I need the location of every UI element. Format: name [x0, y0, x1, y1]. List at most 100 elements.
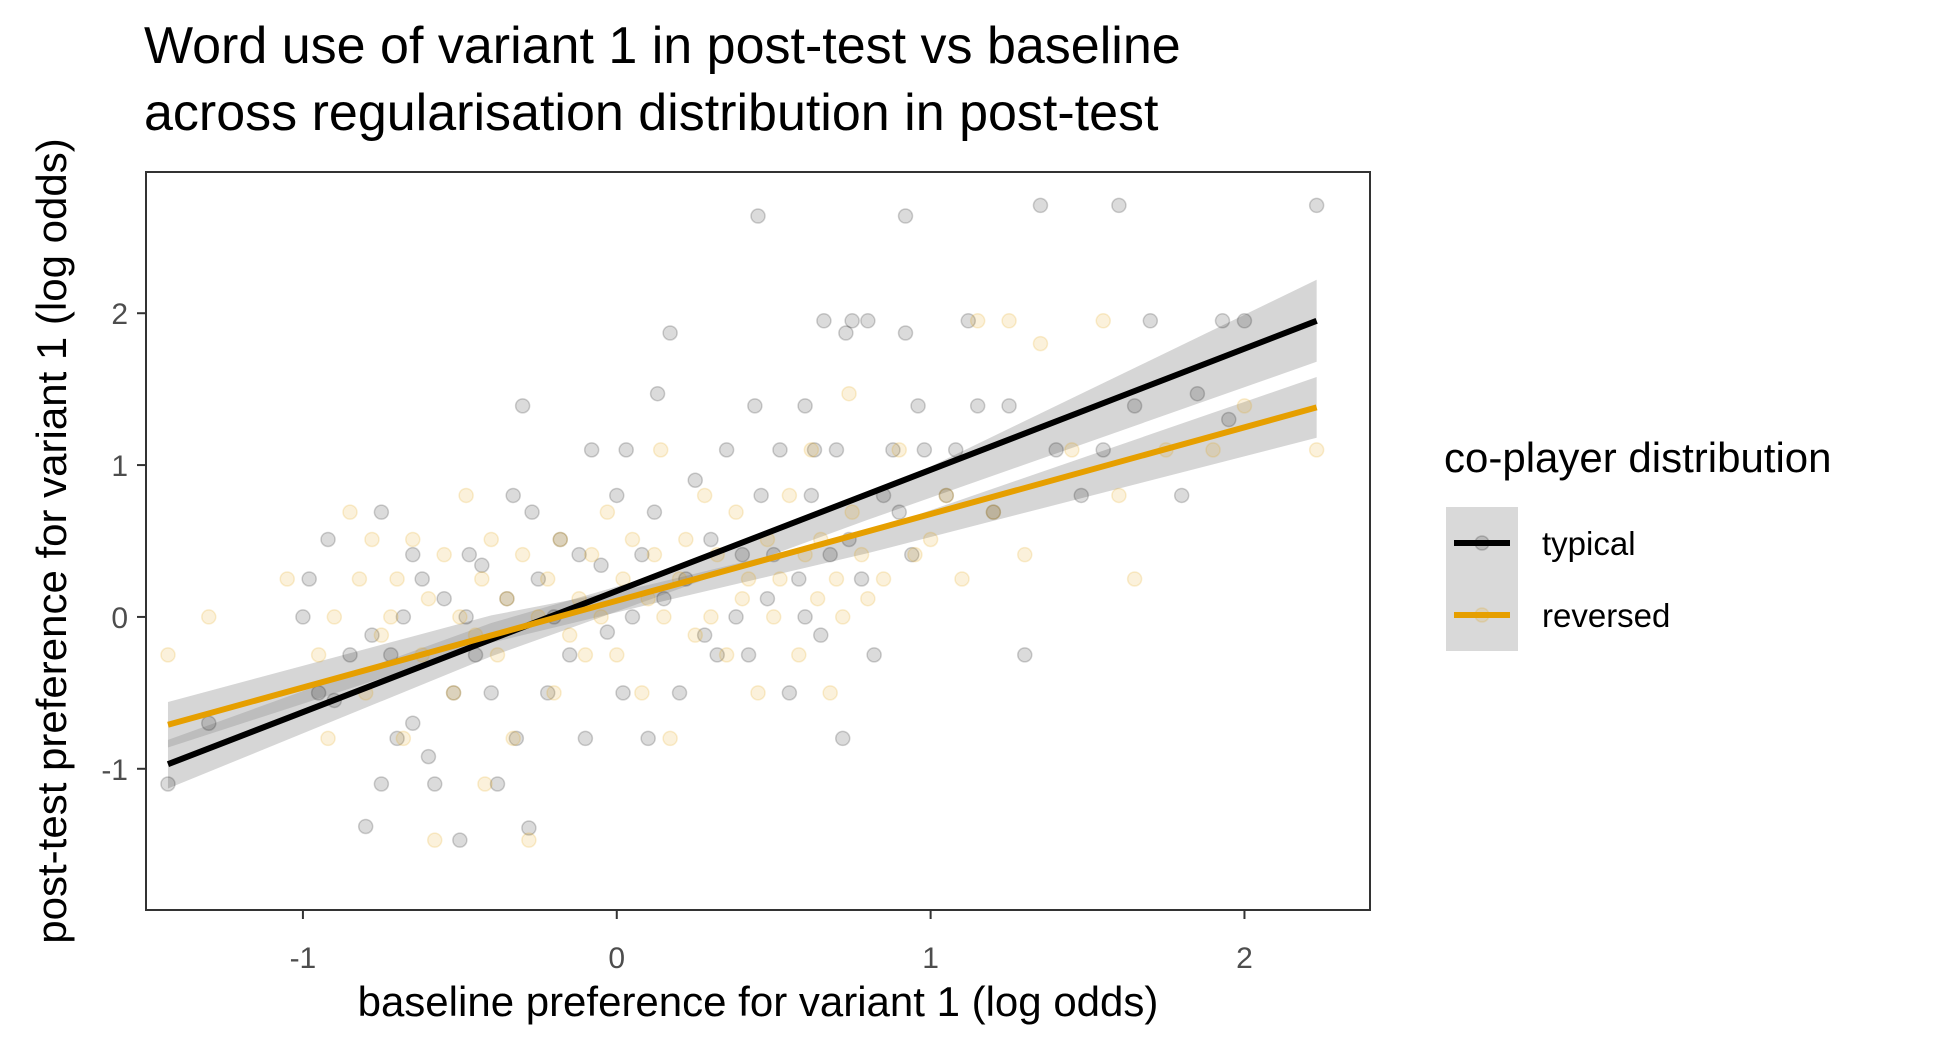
point-reversed-58	[734, 590, 751, 607]
point-typical-38	[552, 531, 569, 548]
point-reversed-60	[750, 685, 766, 701]
y-axis-title: post-test preference for variant 1 (log …	[28, 138, 75, 943]
point-typical-19	[426, 776, 443, 792]
point-typical-44	[599, 624, 616, 640]
point-reversed-48	[656, 609, 672, 625]
point-typical-107	[1111, 197, 1127, 214]
point-typical-8	[357, 818, 374, 835]
point-reversed-27	[499, 590, 515, 607]
x-tick-label-1: 0	[608, 942, 625, 975]
x-tick-label-2: 1	[922, 942, 939, 975]
point-typical-42	[583, 442, 600, 458]
point-typical-103	[1032, 197, 1049, 214]
point-reversed-5	[326, 609, 343, 625]
point-typical-20	[436, 590, 452, 607]
point-typical-3	[301, 571, 317, 587]
point-reversed-88	[1064, 442, 1080, 458]
y-tick-label-0: -1	[101, 754, 128, 787]
point-typical-22	[452, 832, 468, 848]
legend-label-typical: typical	[1542, 525, 1636, 562]
point-typical-100	[985, 504, 1002, 520]
point-reversed-35	[561, 627, 578, 643]
point-typical-53	[656, 590, 672, 607]
point-reversed-68	[809, 590, 826, 607]
y-tick-label-2: 1	[111, 450, 128, 483]
point-typical-23	[458, 609, 474, 625]
point-reversed-73	[841, 385, 857, 402]
plot-panel	[146, 172, 1370, 910]
point-reversed-94	[1236, 398, 1253, 414]
point-typical-30	[505, 487, 521, 504]
point-typical-72	[791, 571, 807, 587]
point-typical-101	[1001, 398, 1017, 414]
legend: co-player distribution typical reversed	[1444, 434, 1832, 651]
point-reversed-79	[907, 546, 923, 563]
point-typical-36	[539, 685, 556, 701]
point-reversed-95	[1308, 442, 1325, 458]
point-typical-99	[969, 398, 986, 414]
point-typical-35	[530, 571, 547, 587]
point-typical-62	[728, 609, 744, 625]
point-typical-4	[310, 685, 327, 701]
point-typical-86	[860, 313, 876, 329]
point-reversed-41	[609, 647, 625, 663]
point-reversed-63	[772, 571, 788, 587]
point-reversed-80	[922, 531, 939, 548]
y-axis: -1 0 1 2	[101, 298, 146, 787]
point-reversed-40	[599, 504, 616, 520]
point-typical-34	[524, 504, 540, 520]
point-reversed-30	[521, 832, 537, 848]
point-typical-9	[364, 627, 380, 643]
point-reversed-17	[426, 832, 443, 848]
point-typical-32	[514, 398, 531, 414]
point-typical-43	[593, 557, 609, 574]
point-reversed-76	[860, 590, 876, 607]
point-reversed-13	[395, 730, 412, 747]
point-reversed-37	[577, 647, 594, 663]
scatter-points	[160, 197, 1325, 848]
point-reversed-46	[646, 546, 663, 563]
point-typical-39	[561, 647, 578, 663]
point-reversed-72	[834, 609, 851, 625]
point-reversed-28	[505, 730, 521, 747]
point-typical-1	[201, 715, 217, 731]
point-typical-97	[947, 442, 964, 458]
point-reversed-21	[458, 487, 474, 504]
point-typical-11	[373, 776, 390, 792]
x-axis: -1 0 1 2	[290, 910, 1253, 975]
point-typical-111	[1189, 385, 1206, 402]
point-typical-102	[1017, 647, 1033, 663]
point-reversed-29	[514, 546, 531, 563]
point-typical-45	[609, 487, 625, 504]
point-reversed-39	[593, 609, 609, 625]
point-typical-54	[662, 325, 678, 341]
point-typical-61	[718, 442, 735, 458]
point-reversed-38	[583, 546, 600, 563]
legend-item-reversed: reversed	[1446, 579, 1670, 651]
point-typical-59	[703, 531, 719, 548]
point-reversed-57	[728, 504, 744, 520]
point-typical-108	[1126, 398, 1143, 414]
point-reversed-6	[342, 504, 358, 520]
point-typical-55	[671, 685, 688, 701]
point-typical-2	[295, 609, 311, 625]
point-reversed-10	[373, 627, 390, 643]
point-reversed-19	[445, 685, 462, 701]
point-reversed-91	[1126, 571, 1143, 587]
legend-item-typical: typical	[1446, 507, 1636, 579]
point-typical-94	[910, 398, 926, 414]
point-typical-110	[1173, 487, 1190, 504]
point-typical-85	[853, 571, 870, 587]
point-typical-115	[1308, 197, 1325, 214]
point-reversed-78	[891, 442, 907, 458]
point-typical-5	[320, 531, 336, 548]
point-typical-31	[508, 730, 525, 747]
point-reversed-44	[634, 685, 650, 701]
point-reversed-54	[703, 609, 719, 625]
legend-label-reversed: reversed	[1542, 597, 1670, 634]
point-typical-79	[822, 546, 838, 563]
point-reversed-25	[483, 531, 499, 548]
x-tick-label-3: 2	[1236, 942, 1253, 975]
point-reversed-26	[489, 647, 506, 663]
point-reversed-34	[552, 531, 569, 548]
